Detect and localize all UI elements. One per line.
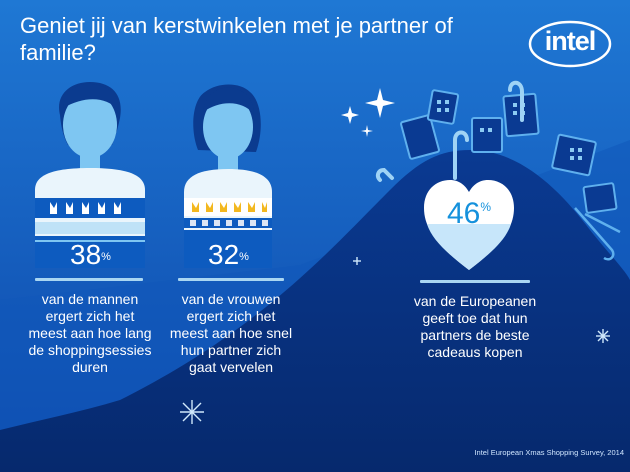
caption-line: cadeaus kopen: [427, 344, 523, 360]
caption-line: ergert zich het: [186, 308, 276, 324]
woman-figure: [184, 84, 272, 268]
stat-men-value: 38: [70, 239, 102, 270]
caption-line: van de vrouwen: [181, 291, 281, 307]
stat-women-value: 32: [208, 239, 240, 270]
caption-line: duren: [72, 359, 108, 375]
stat-women-percent: 32%: [208, 241, 249, 269]
caption-line: de shoppingsessies: [28, 342, 152, 358]
stat-europeans-percent: 46%: [429, 197, 509, 231]
stat-men-percent: 38%: [70, 241, 111, 269]
page-title: Geniet jij van kerstwinkelen met je part…: [20, 13, 453, 65]
stat-europeans-unit: %: [480, 200, 492, 214]
caption-line: van de mannen: [41, 291, 139, 307]
stat-women-caption: van de vrouwen ergert zich het meest aan…: [161, 291, 301, 376]
gift-pile: [400, 89, 618, 214]
caption-line: geeft toe dat hun: [422, 310, 528, 326]
stat-women-unit: %: [239, 251, 249, 263]
caption-line: van de Europeanen: [413, 293, 537, 309]
stat-women-divider: [178, 278, 284, 281]
caption-line: hun partner zich: [180, 342, 282, 358]
intel-logo: intel: [528, 20, 612, 68]
stat-men-caption: van de mannen ergert zich het meest aan …: [20, 291, 160, 376]
intel-logo-text: intel: [544, 26, 597, 56]
stat-europeans-divider: [420, 280, 530, 283]
stat-europeans-caption: van de Europeanen geeft toe dat hun part…: [400, 293, 550, 361]
caption-line: meest aan hoe snel: [169, 325, 293, 341]
caption-line: gaat vervelen: [188, 359, 274, 375]
source-note: Intel European Xmas Shopping Survey, 201…: [474, 448, 624, 457]
stat-men-divider: [35, 278, 143, 281]
man-figure: [35, 82, 145, 268]
stat-men-unit: %: [101, 251, 111, 263]
caption-line: ergert zich het: [45, 308, 135, 324]
stat-europeans-value: 46: [446, 197, 481, 230]
caption-line: partners de beste: [420, 327, 530, 343]
caption-line: meest aan hoe lang: [28, 325, 152, 341]
